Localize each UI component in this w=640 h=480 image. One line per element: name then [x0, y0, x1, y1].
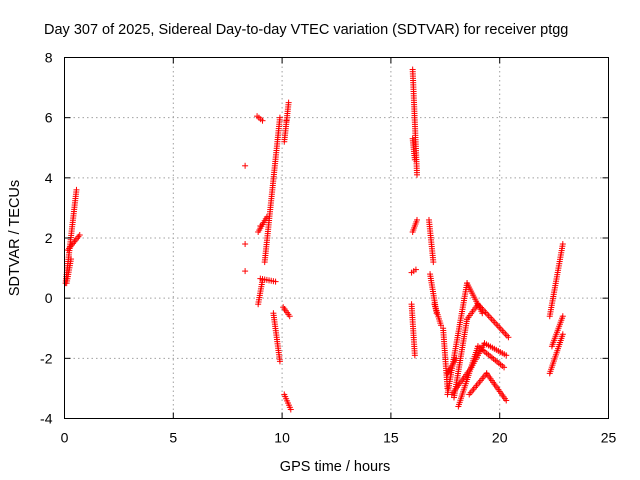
grid-lines: [64, 57, 609, 419]
data-point-marker: [242, 268, 249, 275]
data-point-marker: [257, 222, 264, 229]
y-tick-label: 4: [45, 170, 53, 186]
data-point-marker: [414, 171, 421, 178]
data-point-marker: [501, 364, 508, 371]
data-point-marker: [437, 322, 444, 329]
x-tick-label: 0: [61, 430, 69, 446]
data-point-marker: [259, 277, 266, 284]
chart-title: Day 307 of 2025, Sidereal Day-to-day VTE…: [44, 22, 568, 38]
data-point-marker: [414, 216, 421, 223]
axis-ticks: [64, 57, 609, 419]
data-point-marker: [559, 331, 566, 338]
tick-labels: 0 5 10 15 20 25 -4 -2 0 2 4 6 8: [40, 50, 616, 446]
y-tick-label: 6: [45, 110, 53, 126]
data-point-marker: [285, 99, 292, 106]
data-point-marker: [411, 156, 418, 163]
data-point-marker: [412, 266, 419, 273]
data-point-marker: [503, 352, 510, 359]
data-point-marker: [503, 397, 510, 404]
data-point-marker: [259, 117, 266, 124]
y-tick-label: -4: [40, 411, 53, 427]
data-point-marker: [272, 278, 279, 285]
data-point-marker: [76, 231, 83, 238]
data-marks: [62, 66, 566, 413]
x-tick-label: 15: [383, 430, 399, 446]
y-tick-label: 0: [45, 290, 53, 306]
data-point-marker: [276, 358, 283, 365]
x-tick-label: 25: [601, 430, 617, 446]
x-tick-label: 20: [492, 430, 508, 446]
data-point-marker: [559, 313, 566, 320]
data-point-marker: [242, 162, 249, 169]
x-tick-label: 10: [274, 430, 290, 446]
data-point-marker: [283, 117, 290, 124]
y-tick-label: 8: [45, 50, 53, 66]
x-tick-label: 5: [169, 430, 177, 446]
data-point-marker: [73, 186, 80, 193]
data-point-marker: [559, 241, 566, 248]
y-axis-label: SDTVAR / TECUs: [7, 180, 23, 296]
y-tick-label: -2: [40, 350, 53, 366]
y-tick-label: 2: [45, 230, 53, 246]
data-point-marker: [276, 114, 283, 121]
data-point-marker: [505, 334, 512, 341]
data-point-marker: [411, 352, 418, 359]
x-axis-label: GPS time / hours: [280, 459, 390, 475]
data-point-marker: [68, 256, 75, 263]
data-point-marker: [430, 259, 437, 266]
data-point-marker: [286, 313, 293, 320]
data-point-marker: [242, 241, 249, 248]
data-point-marker: [287, 406, 294, 413]
